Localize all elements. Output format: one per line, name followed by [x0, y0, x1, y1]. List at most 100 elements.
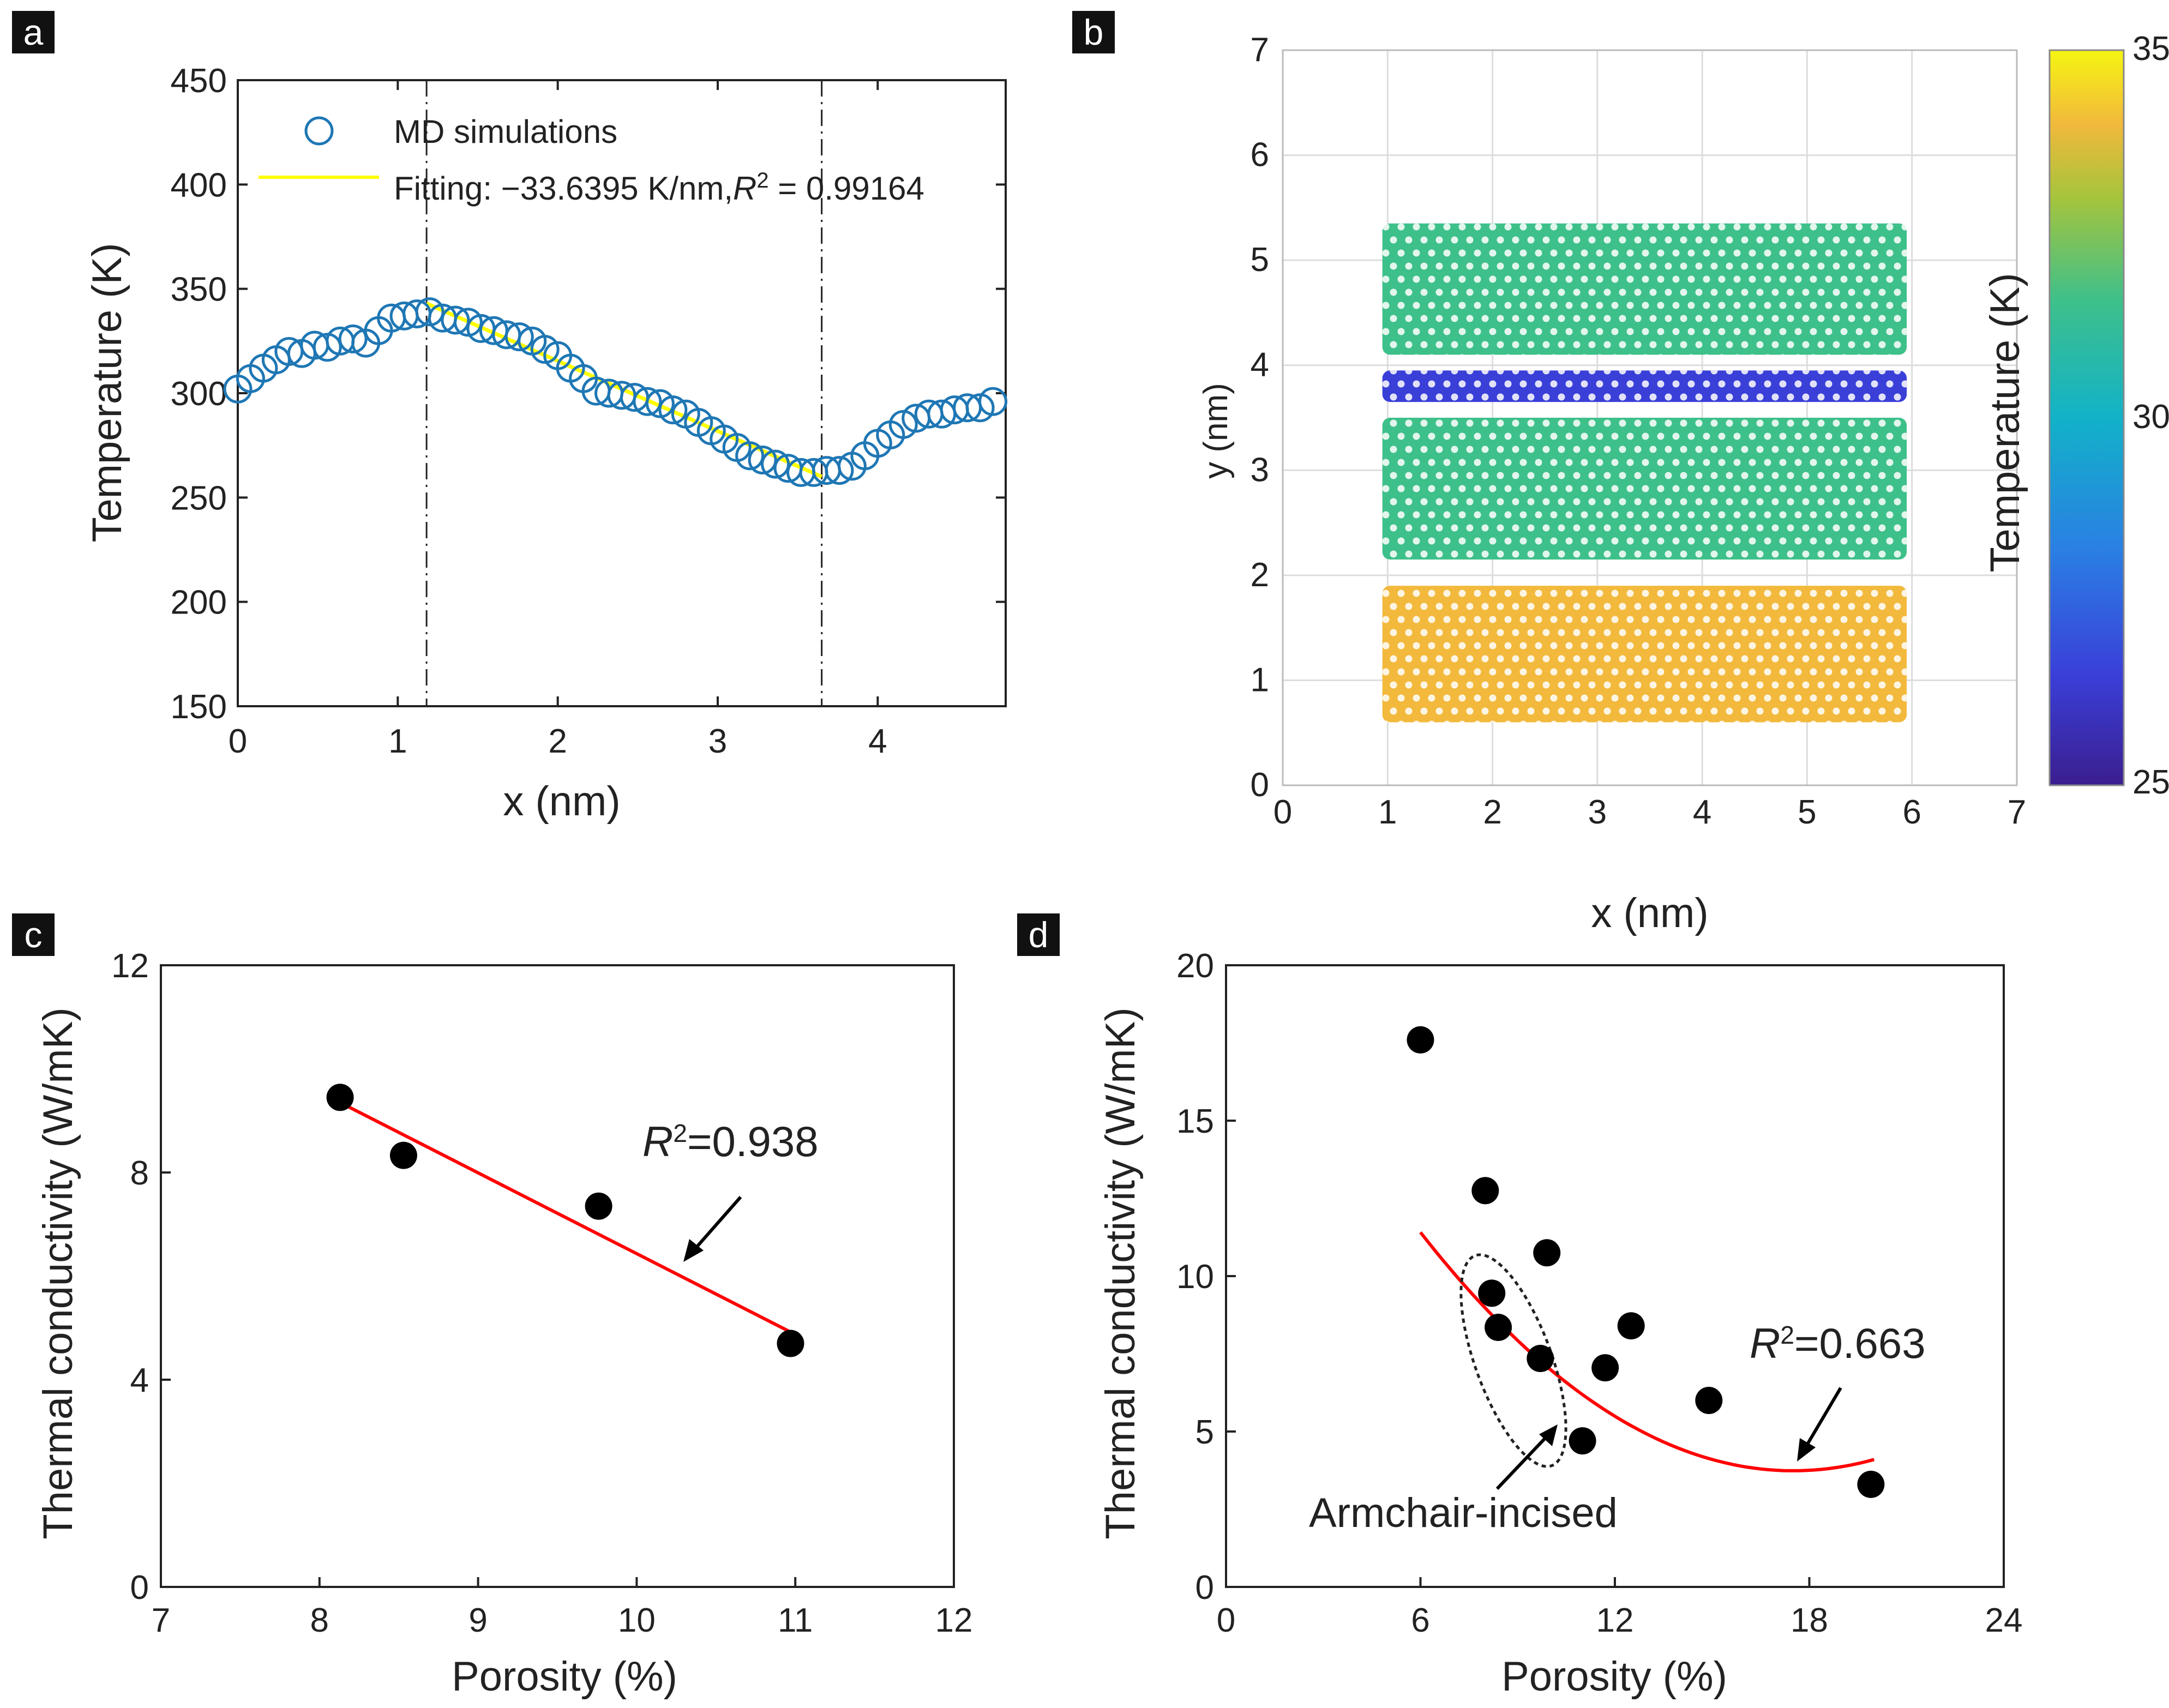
b-ytick-label: 6 [1251, 136, 1269, 174]
b-ytick-label: 1 [1251, 661, 1269, 699]
panel-a-y-ticks: 150 200 250 300 350 400 450 [171, 62, 1006, 726]
colorbar-gradient [2048, 49, 2125, 786]
panel-c-fit-line [339, 1101, 791, 1334]
panel-c-r2-label: R2=0.938 [642, 1117, 819, 1165]
panel-b-y-axis-label: y (nm) [1197, 383, 1235, 479]
b-xtick-label: 1 [1378, 793, 1397, 831]
colorbar-label: Temperature (K) [1982, 273, 2028, 572]
panel-d-label-box [1017, 913, 1060, 956]
panel-d-group-ellipse [1459, 1253, 1567, 1468]
c-data-point [389, 1141, 417, 1169]
a-md-point [530, 335, 560, 364]
panel-c-arrow-line [691, 1196, 742, 1253]
c-linear-fit [339, 1101, 791, 1334]
panel-d-r2-label: R2=0.663 [1750, 1319, 1926, 1367]
a-md-point [761, 449, 790, 479]
panel-c-label-box [12, 913, 55, 956]
panel-c-r2-value: =0.938 [687, 1117, 819, 1165]
a-md-point [965, 393, 995, 423]
c-xtick-label: 9 [468, 1602, 487, 1639]
panel-d-y-ticks: 0 5 10 15 20 [1176, 947, 1236, 1607]
panel-c-label: c [25, 915, 43, 955]
a-ytick-label: 350 [171, 271, 227, 309]
panel-a-legend: MD simulations Fitting: −33.6395 K/nm,R2… [259, 113, 924, 207]
panel-a-x-ticks: 0 1 2 3 4 [229, 80, 887, 760]
d-data-point [1533, 1239, 1561, 1267]
panel-d-data-points [1407, 1026, 1885, 1498]
d-data-point [1407, 1026, 1434, 1054]
panel-c-arrow-head [683, 1239, 704, 1262]
c-ytick-label: 0 [130, 1569, 149, 1607]
a-xtick-label: 0 [229, 723, 247, 760]
a-md-point [633, 387, 662, 416]
panel-d-label: d [1029, 915, 1049, 955]
a-ytick-label: 300 [171, 375, 227, 413]
panel-b: b 0 1 2 3 4 5 6 7 0 1 2 3 4 5 6 7 x (nm) y (nm) 350 30… [1072, 11, 2169, 936]
a-ytick-label: 450 [171, 62, 227, 100]
colorbar-tick-350: 350 [2132, 30, 2169, 68]
a-xtick-label: 3 [708, 723, 727, 760]
d-ytick-label: 0 [1195, 1569, 1214, 1607]
panel-a-vertical-lines [425, 80, 823, 706]
panel-a-x-axis-label: x (nm) [503, 778, 620, 825]
panel-b-axes-frame [1282, 49, 2018, 786]
d-xtick-label: 6 [1411, 1602, 1429, 1639]
colorbar-tick-250: 250 [2132, 763, 2169, 801]
d-data-point [1591, 1354, 1619, 1382]
legend-fit-r: R [733, 170, 756, 207]
a-md-point [313, 333, 342, 362]
a-xtick-label: 2 [548, 723, 567, 760]
panel-c-x-ticks: 7 8 9 10 11 12 [152, 1577, 972, 1639]
panel-c-annotation: R2=0.938 [642, 1117, 819, 1262]
d-xtick-label: 0 [1217, 1602, 1235, 1639]
b-ytick-label: 2 [1251, 556, 1269, 594]
panel-c-r2-sup: 2 [673, 1119, 687, 1147]
d-data-point [1527, 1345, 1554, 1373]
a-md-point [658, 395, 688, 425]
b-atom-band-holes [1382, 223, 1907, 355]
d-data-point [1471, 1177, 1499, 1205]
panel-c-data-points [326, 1084, 804, 1357]
c-ytick-label: 4 [130, 1362, 149, 1399]
a-md-point [748, 445, 777, 474]
c-ytick-label: 12 [111, 947, 149, 985]
b-ytick-label: 4 [1251, 346, 1269, 384]
d-data-point [1857, 1470, 1885, 1498]
colorbar-tick-300: 300 [2132, 398, 2169, 436]
a-md-point [645, 389, 675, 418]
c-xtick-label: 7 [152, 1602, 170, 1639]
b-ytick-label: 5 [1251, 241, 1269, 279]
panel-d-x-ticks: 0 6 12 18 24 [1217, 1577, 2023, 1639]
legend-fit-suffix: = 0.99164 [769, 170, 924, 207]
c-ytick-label: 8 [130, 1154, 149, 1192]
panel-d-r2-sup: 2 [1780, 1321, 1794, 1349]
b-xtick-label: 7 [2008, 793, 2026, 831]
legend-marker-md [304, 116, 334, 146]
a-xtick-label: 1 [388, 723, 407, 760]
panel-c-y-axis-label: Thermal conductivity (W/mK) [35, 1007, 81, 1539]
d-data-point [1695, 1387, 1723, 1414]
d-ytick-label: 20 [1176, 947, 1214, 985]
panel-c-r2-r: R [642, 1117, 673, 1165]
panel-c-y-ticks: 0 4 8 12 [111, 947, 171, 1607]
c-data-point [326, 1084, 354, 1111]
panel-d-group-arrow-head [1539, 1424, 1558, 1446]
legend-fit-prefix: Fitting: −33.6395 K/nm, [394, 170, 733, 207]
a-xtick-label: 4 [868, 723, 887, 760]
d-xtick-label: 24 [1985, 1602, 2023, 1639]
d-xtick-label: 18 [1791, 1602, 1828, 1639]
panel-d-r2-arrow-line [1804, 1387, 1842, 1449]
panel-d-group-label: Armchair-incised [1309, 1490, 1618, 1536]
panel-a-y-axis-label: Temperature (K) [84, 243, 130, 542]
panel-b-x-ticks: 0 1 2 3 4 5 6 7 [1273, 793, 2026, 831]
panel-d-x-axis-label: Porosity (%) [1501, 1653, 1727, 1700]
panel-a-label-box [12, 11, 55, 53]
c-data-point [585, 1192, 612, 1220]
d-ytick-label: 15 [1176, 1103, 1214, 1140]
a-ytick-label: 400 [171, 166, 227, 204]
panel-d-annotation: R2=0.663 Armchair-incised [1309, 1319, 1926, 1536]
panel-b-atom-map [1382, 223, 1907, 723]
b-xtick-label: 4 [1693, 793, 1711, 831]
